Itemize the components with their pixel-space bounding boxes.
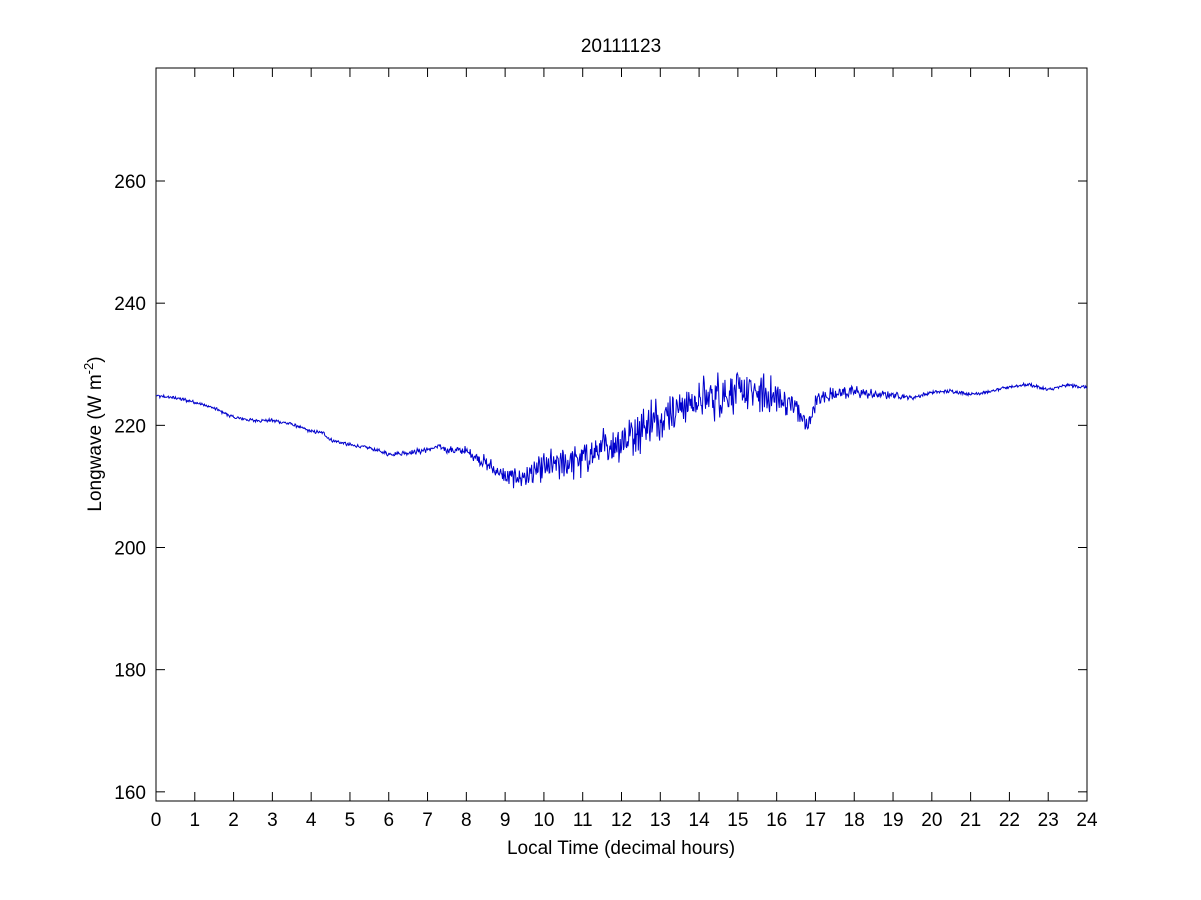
- x-tick-label: 17: [805, 810, 826, 831]
- x-tick-label: 8: [461, 810, 472, 831]
- x-axis-ticks: 0 1 2 3 4 5 6 7 8 9 10 11 12 13 14 15 16 17 18 19 20 21 22 23 24: [151, 68, 1098, 831]
- x-tick-label: 6: [383, 810, 394, 831]
- y-axis-ticks: 160 180 200 220 240 260: [114, 172, 1087, 804]
- x-axis-label: Local Time (decimal hours): [507, 838, 735, 859]
- x-tick-label: 5: [345, 810, 356, 831]
- y-tick-label: 260: [114, 172, 146, 193]
- x-tick-label: 24: [1076, 810, 1098, 831]
- x-tick-label: 13: [650, 810, 671, 831]
- x-tick-label: 23: [1038, 810, 1059, 831]
- x-tick-label: 1: [190, 810, 201, 831]
- plot-frame: [155, 67, 1088, 802]
- x-tick-label: 11: [573, 810, 593, 831]
- chart-title: 20111123: [581, 36, 661, 57]
- x-tick-label: 22: [999, 810, 1020, 831]
- x-tick-label: 2: [228, 810, 239, 831]
- y-tick-label: 240: [114, 294, 146, 315]
- x-tick-label: 3: [267, 810, 278, 831]
- x-tick-label: 18: [844, 810, 865, 831]
- x-tick-label: 20: [921, 810, 942, 831]
- x-tick-label: 7: [422, 810, 433, 831]
- x-tick-label: 12: [611, 810, 632, 831]
- x-tick-label: 9: [500, 810, 511, 831]
- x-tick-label: 10: [533, 810, 554, 831]
- y-tick-label: 200: [114, 539, 146, 560]
- y-axis-label-close: ): [85, 356, 106, 362]
- x-tick-label: 14: [689, 810, 711, 831]
- y-axis-label-text: Longwave (W m: [85, 374, 106, 511]
- plot-area: 0 1 2 3 4 5 6 7 8 9 10 11 12 13 14 15 16 17 18 19 20 21 22 23 24…: [114, 67, 1098, 831]
- longwave-series-line: [155, 371, 1088, 489]
- x-tick-label: 19: [882, 810, 903, 831]
- x-tick-label: 21: [960, 810, 981, 831]
- y-tick-label: 220: [114, 416, 146, 437]
- x-tick-label: 4: [306, 810, 317, 831]
- y-tick-label: 160: [114, 783, 146, 804]
- x-tick-label: 16: [766, 810, 787, 831]
- x-tick-label: 15: [727, 810, 748, 831]
- y-axis-label-exponent: -2: [81, 363, 96, 375]
- y-tick-label: 180: [114, 661, 146, 682]
- x-tick-label: 0: [151, 810, 162, 831]
- y-axis-label: Longwave (W m-2): [81, 356, 106, 511]
